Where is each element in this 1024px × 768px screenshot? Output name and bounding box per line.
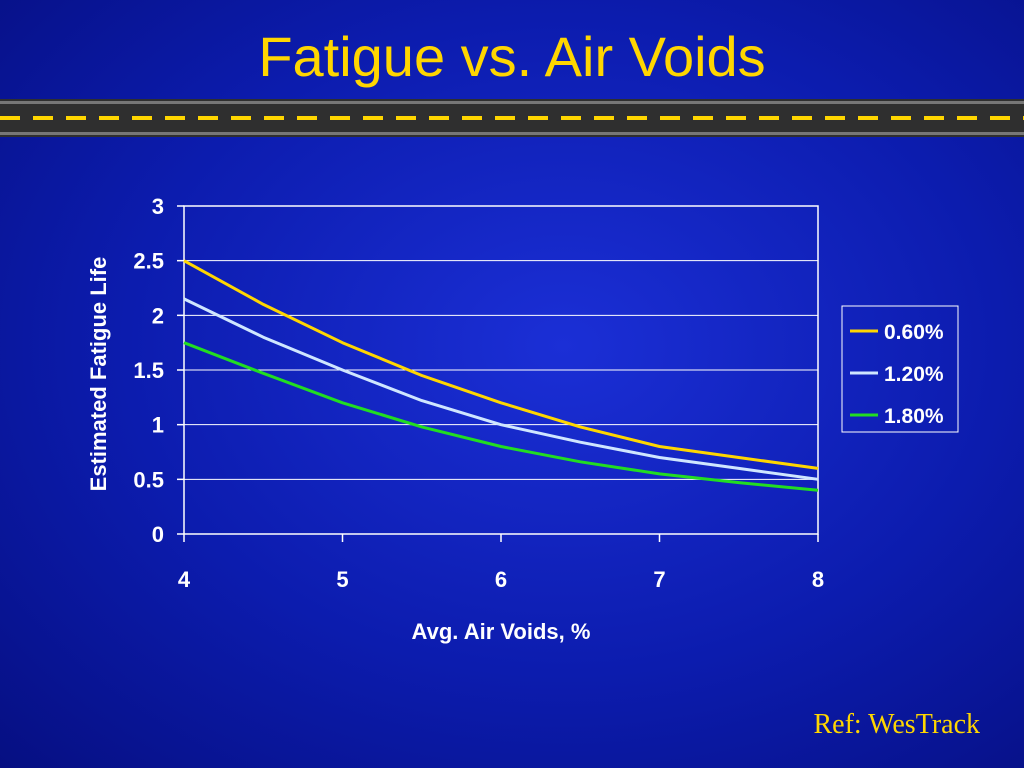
x-tick-label: 4 <box>178 567 191 592</box>
y-tick-label: 1.5 <box>133 358 164 383</box>
x-tick-label: 8 <box>812 567 824 592</box>
y-axis-label: Estimated Fatigue Life <box>86 257 111 492</box>
series-line-2 <box>183 341 819 492</box>
legend-label: 1.20% <box>884 363 944 386</box>
series-line-0 <box>183 259 819 470</box>
x-tick-label: 6 <box>495 567 507 592</box>
x-tick-label: 7 <box>653 567 665 592</box>
x-tick-labels: 4 5 6 7 8 <box>178 534 824 592</box>
legend-box <box>841 305 959 433</box>
chart-series <box>183 259 819 492</box>
road-divider-stripe <box>0 99 1024 137</box>
chart-legend: 0.60% 1.20% 1.80% <box>841 305 959 433</box>
legend-label: 1.80% <box>884 405 944 428</box>
y-tick-labels: 0 0.5 1 1.5 2 2.5 3 <box>133 194 184 547</box>
reference-text: Ref: WesTrack <box>813 709 980 740</box>
slide-title: Fatigue vs. Air Voids <box>258 25 766 88</box>
y-tick-label: 0 <box>152 522 164 547</box>
x-tick-label: 5 <box>336 567 348 592</box>
y-tick-label: 3 <box>152 194 164 219</box>
y-tick-label: 2 <box>152 303 164 328</box>
y-tick-label: 2.5 <box>133 249 164 274</box>
x-axis-label: Avg. Air Voids, % <box>412 619 591 644</box>
y-tick-label: 1 <box>152 413 164 438</box>
legend-label: 0.60% <box>884 321 944 344</box>
series-line-1 <box>183 297 819 481</box>
y-tick-label: 0.5 <box>133 467 164 492</box>
